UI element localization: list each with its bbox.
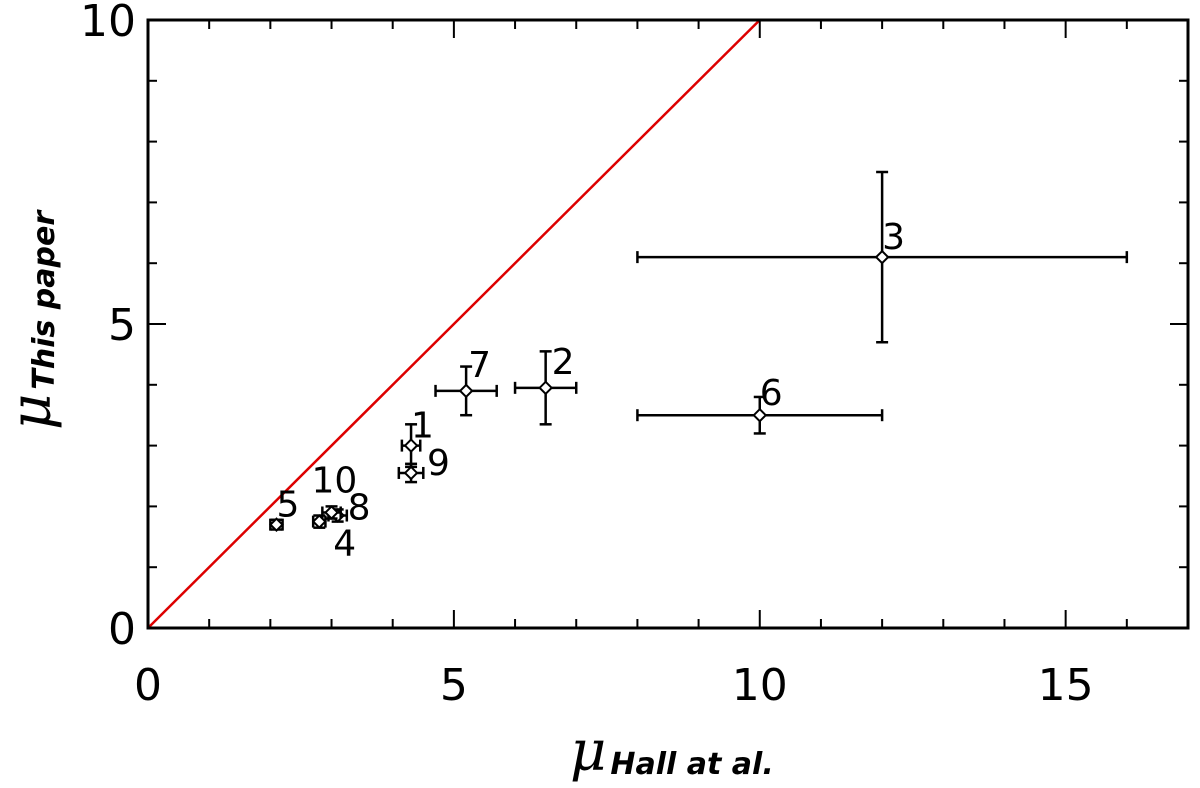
x-tick-label: 15 [1038, 660, 1094, 711]
y-tick-label: 10 [80, 0, 136, 47]
data-point-9: 9 [397, 443, 450, 484]
plot-frame [146, 18, 1190, 630]
y-tick-label: 0 [108, 604, 136, 655]
x-tick-label: 0 [134, 660, 162, 711]
point-marker [403, 465, 419, 481]
y-axis-symbol: μ [0, 394, 64, 430]
y-axis-title: μ This paper [0, 209, 64, 430]
point-label: 10 [312, 460, 358, 501]
point-marker [752, 407, 768, 423]
data-point-10: 10 [312, 460, 358, 520]
point-label: 4 [333, 524, 356, 565]
point-label: 5 [276, 485, 299, 526]
point-marker [269, 517, 284, 533]
x-axis-title: μ Hall at al. [570, 719, 774, 784]
reference-line-layer [147, 19, 761, 629]
point-label: 2 [552, 342, 575, 383]
point-label: 3 [882, 217, 905, 258]
x-axis-symbol: μ [570, 719, 606, 784]
point-marker [538, 380, 554, 396]
y-tick-label: 5 [108, 300, 136, 351]
data-points-layer: 1 2 3 45 6 7 8 9 10 [269, 170, 1129, 565]
point-label: 9 [427, 443, 450, 484]
x-axis-subscript: Hall at al. [610, 747, 773, 782]
point-label: 8 [348, 488, 371, 529]
point-label: 1 [411, 406, 434, 447]
point-marker [458, 383, 474, 399]
data-point-6: 6 [636, 373, 884, 435]
x-tick-label: 5 [440, 660, 468, 711]
reference-line [147, 19, 761, 629]
data-point-4: 4 [311, 514, 356, 565]
point-marker [311, 514, 327, 530]
data-point-1: 1 [400, 406, 434, 469]
data-point-2: 2 [513, 342, 578, 426]
x-tick-label: 10 [732, 660, 788, 711]
data-point-7: 7 [434, 345, 498, 417]
point-marker [874, 249, 890, 265]
point-label: 7 [468, 345, 491, 386]
point-label: 6 [760, 373, 783, 414]
data-point-3: 3 [636, 170, 1129, 344]
data-point-5: 5 [269, 485, 299, 533]
point-marker [403, 438, 419, 454]
point-marker [324, 505, 339, 520]
y-axis-subscript: This paper [27, 209, 62, 390]
